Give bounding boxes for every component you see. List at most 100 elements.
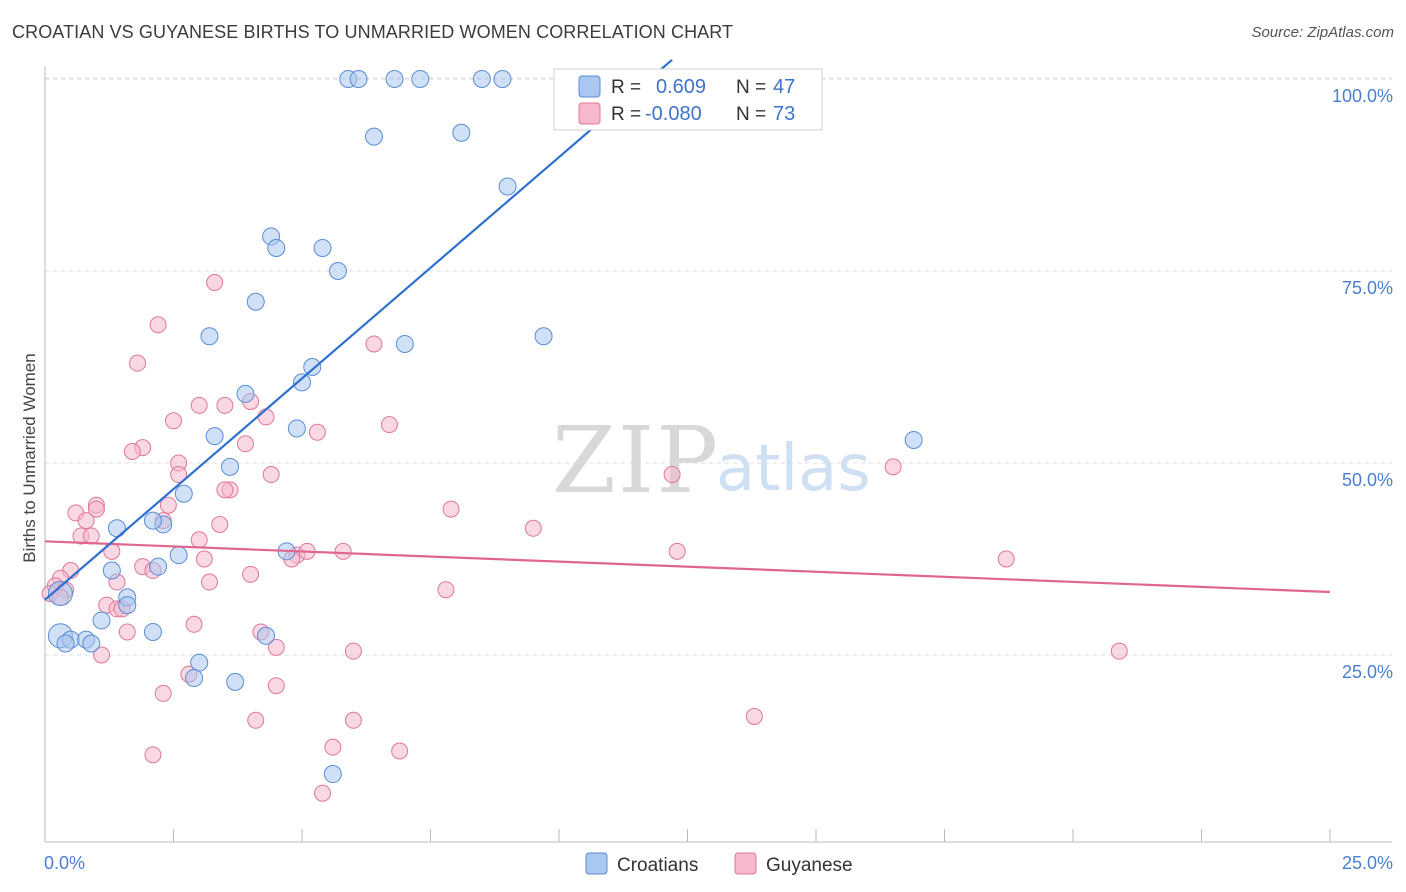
- legend-n-value: 47: [773, 76, 795, 98]
- croatians-point: [493, 70, 512, 88]
- croatians-point: [107, 519, 126, 538]
- guyanese-point: [380, 416, 398, 434]
- guyanese-point: [242, 565, 260, 583]
- croatians-point: [149, 557, 168, 576]
- legend-n-label: N =: [736, 77, 766, 98]
- legend-n-label: N =: [736, 104, 766, 125]
- guyanese-point: [82, 527, 100, 545]
- y-tick-labels: 25.0% 50.0% 75.0% 100.0%: [1332, 86, 1393, 682]
- guyanese-point: [884, 458, 902, 476]
- guyanese-point: [1110, 642, 1128, 660]
- guyanese-point: [123, 442, 141, 460]
- croatians-point: [102, 561, 121, 580]
- croatians-point: [169, 546, 188, 565]
- guyanese-point: [247, 711, 265, 729]
- guyanese-point: [365, 335, 383, 353]
- guyanese-point: [524, 519, 542, 537]
- guyanese-point: [149, 316, 167, 334]
- croatians-point: [472, 70, 491, 88]
- y-tick-label: 75.0%: [1342, 278, 1393, 298]
- croatians-point: [498, 177, 517, 196]
- guyanese-point: [668, 542, 686, 560]
- croatians-point: [257, 626, 276, 645]
- croatians-point: [185, 669, 204, 688]
- guyanese-point: [267, 638, 285, 656]
- legend-swatch-guyanese: [578, 102, 601, 125]
- guyanese-point: [211, 515, 229, 533]
- watermark-zip: ZIP: [552, 407, 720, 514]
- guyanese-point: [200, 573, 218, 591]
- guyanese-point: [185, 615, 203, 633]
- guyanese-point: [344, 642, 362, 660]
- y-tick-label: 50.0%: [1342, 470, 1393, 490]
- croatians-point: [534, 327, 553, 346]
- croatians-point: [411, 70, 430, 88]
- axes: [44, 66, 1392, 843]
- croatians-point: [364, 127, 383, 146]
- croatians-point: [287, 419, 306, 438]
- x-tick-label: 0.0%: [44, 853, 85, 873]
- guyanese-point: [236, 435, 254, 453]
- watermark-atlas: atlas: [716, 432, 871, 506]
- croatians-point: [205, 427, 224, 446]
- croatians-point: [385, 70, 404, 88]
- guyanese-point: [745, 707, 763, 725]
- croatians-point: [452, 123, 471, 142]
- guyanese-point: [308, 423, 326, 441]
- guyanese-point: [118, 623, 136, 641]
- guyanese-trend-line: [44, 540, 1331, 594]
- croatians-point: [82, 634, 101, 653]
- croatians-point: [190, 653, 209, 672]
- guyanese-point: [442, 500, 460, 518]
- guyanese-point: [170, 466, 188, 484]
- croatians-point: [267, 238, 286, 257]
- croatians-points: [47, 70, 923, 784]
- guyanese-point: [314, 784, 332, 802]
- croatians-point: [313, 238, 332, 257]
- y-tick-label: 100.0%: [1332, 86, 1393, 106]
- guyanese-point: [216, 481, 234, 499]
- legend-swatch-guyanese: [734, 852, 757, 875]
- legend-n-value: 73: [773, 103, 795, 125]
- croatians-point: [904, 430, 923, 449]
- croatians-point: [246, 292, 265, 311]
- croatians-point: [221, 457, 240, 476]
- croatians-point: [395, 334, 414, 353]
- croatians-point: [56, 634, 75, 653]
- guyanese-point: [77, 512, 95, 530]
- legend-swatch-croatians: [585, 852, 608, 875]
- y-tick-label: 25.0%: [1342, 662, 1393, 682]
- guyanese-point: [129, 354, 147, 372]
- guyanese-points: [41, 274, 1128, 802]
- guyanese-point: [391, 742, 409, 760]
- croatians-point: [349, 70, 368, 88]
- guyanese-point: [190, 396, 208, 414]
- croatians-point: [303, 358, 322, 376]
- legend-r-value: -0.080: [645, 103, 702, 125]
- guyanese-point: [159, 496, 177, 514]
- guyanese-point: [324, 738, 342, 756]
- guyanese-point: [195, 550, 213, 568]
- croatians-point: [328, 262, 347, 280]
- guyanese-point: [267, 677, 285, 695]
- guyanese-point: [663, 466, 681, 484]
- croatians-point: [200, 327, 219, 346]
- legend-r-label: R =: [611, 77, 641, 98]
- guyanese-point: [262, 466, 280, 484]
- x-tick-label: 25.0%: [1342, 853, 1393, 873]
- croatians-point: [226, 672, 245, 691]
- croatians-point: [118, 596, 137, 615]
- guyanese-point: [93, 646, 111, 664]
- croatians-point: [47, 581, 73, 607]
- croatians-trend-line: [44, 58, 673, 601]
- guyanese-point: [154, 684, 172, 702]
- croatians-point: [143, 511, 162, 530]
- guyanese-point: [190, 531, 208, 549]
- source-label: Source: ZipAtlas.com: [1251, 24, 1394, 41]
- legend-label-guyanese: Guyanese: [766, 855, 853, 876]
- croatians-point: [323, 765, 342, 784]
- x-tick-labels: 0.0% 25.0%: [44, 853, 1393, 873]
- chart-title: CROATIAN VS GUYANESE BIRTHS TO UNMARRIED…: [12, 22, 734, 42]
- trend-lines: [44, 58, 1331, 601]
- series-legend: Croatians Guyanese: [585, 852, 853, 876]
